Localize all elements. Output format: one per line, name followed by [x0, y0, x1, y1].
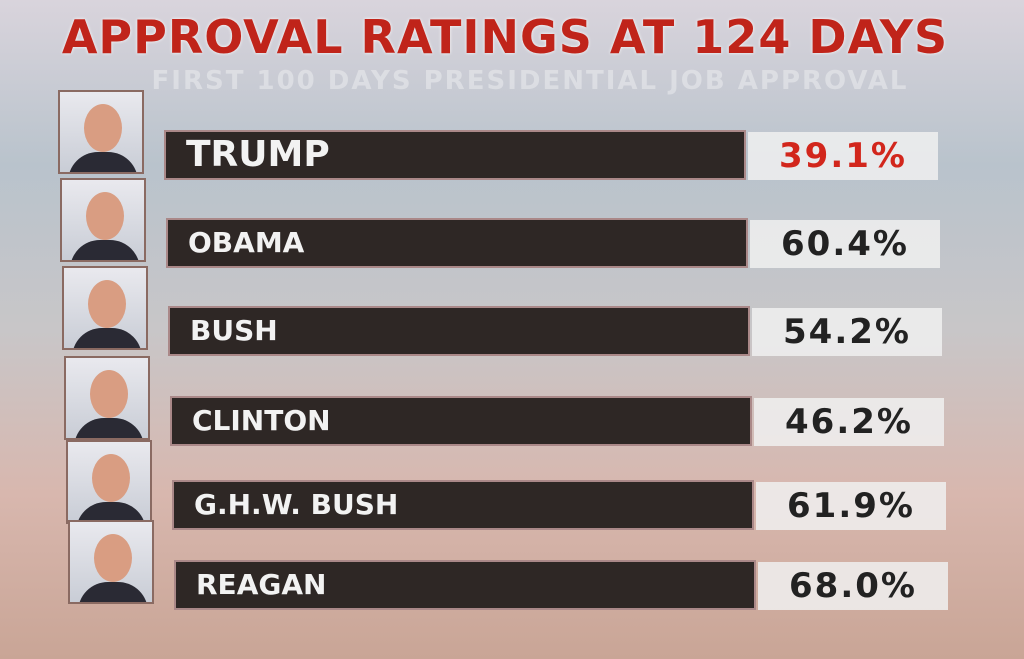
- portrait-face: [90, 370, 128, 418]
- name-bar: BUSH: [168, 306, 750, 356]
- portrait: [64, 356, 150, 440]
- portrait-face: [92, 454, 130, 502]
- portrait-face: [86, 192, 124, 240]
- name-bar: TRUMP: [164, 130, 746, 180]
- portrait-suit: [76, 502, 146, 522]
- row: CLINTON 46.2%: [6, 320, 1024, 446]
- approval-value: 61.9%: [756, 482, 946, 530]
- subtitle: FIRST 100 DAYS PRESIDENTIAL JOB APPROVAL: [151, 66, 909, 96]
- portrait-face: [88, 280, 126, 328]
- portrait-suit: [70, 240, 140, 260]
- approval-value: 68.0%: [758, 562, 948, 610]
- row: REAGAN 68.0%: [10, 484, 1024, 610]
- row: BUSH 54.2%: [4, 230, 1024, 356]
- approval-value: 39.1%: [748, 132, 938, 180]
- row: TRUMP 39.1%: [0, 54, 1024, 180]
- name-bar: G.H.W. BUSH: [172, 480, 754, 530]
- portrait-face: [84, 104, 122, 152]
- row: G.H.W. BUSH 61.9%: [8, 404, 1024, 530]
- portrait-suit: [72, 328, 142, 348]
- portrait: [66, 440, 152, 524]
- portrait-suit: [74, 418, 144, 438]
- portrait-suit: [78, 582, 148, 602]
- name-bar: OBAMA: [166, 218, 748, 268]
- portrait-face: [94, 534, 132, 582]
- approval-value: 54.2%: [752, 308, 942, 356]
- name-bar: CLINTON: [170, 396, 752, 446]
- portrait: [60, 178, 146, 262]
- row: OBAMA 60.4%: [2, 142, 1024, 268]
- approval-value: 60.4%: [750, 220, 940, 268]
- portrait: [58, 90, 144, 174]
- title: APPROVAL RATINGS AT 124 DAYS: [61, 10, 949, 64]
- portrait-suit: [68, 152, 138, 172]
- approval-value: 46.2%: [754, 398, 944, 446]
- portrait: [68, 520, 154, 604]
- portrait: [62, 266, 148, 350]
- name-bar: REAGAN: [174, 560, 756, 610]
